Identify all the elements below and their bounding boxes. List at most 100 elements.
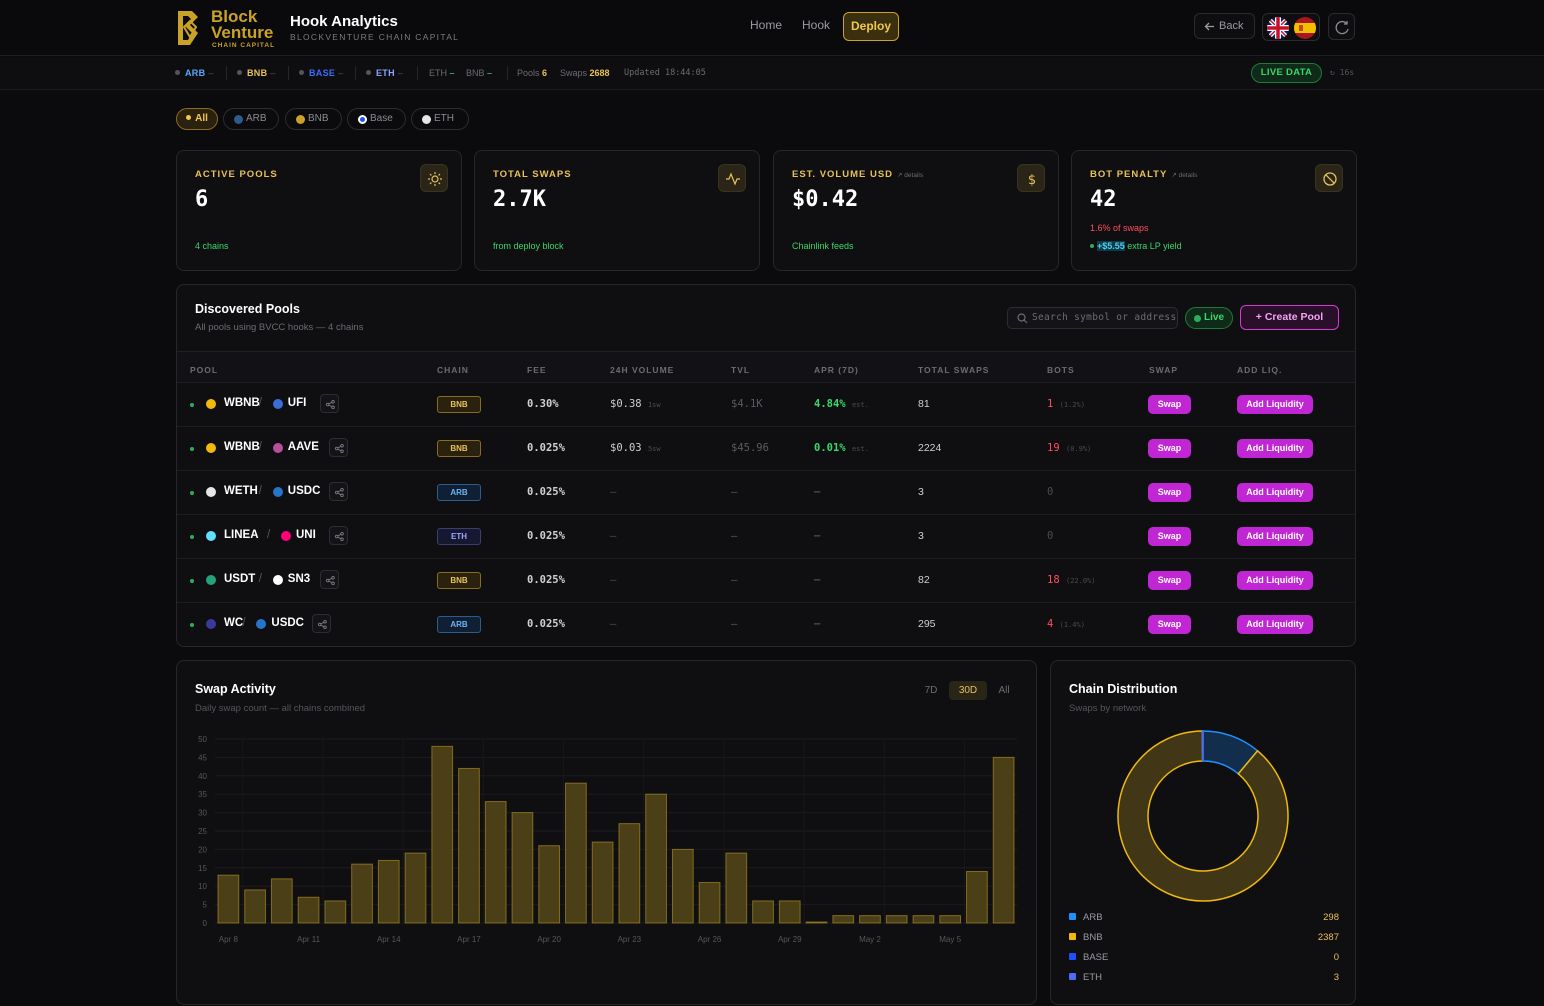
swap-activity-chart: 0 5 10 15 20 25 30 35 40 45 50 Apr 8 Apr 11 Apr 14 Apr… [198,735,1017,944]
filter-base[interactable]: Base [347,108,406,130]
details-link[interactable]: ↗ details [1171,172,1198,179]
share-button[interactable] [328,526,348,545]
legend-value: 298 [1323,912,1339,923]
uk-flag-icon[interactable] [1267,17,1289,39]
ticker-base[interactable]: BASE – [299,68,344,78]
total-swaps-value: 3 [918,486,924,498]
spain-flag-icon[interactable] [1294,17,1316,39]
total-swaps-value: 81 [918,398,930,410]
refresh-button[interactable] [1328,13,1355,40]
table-row[interactable]: WETH / USDC ARB 0.025% – – – 3 0 Swap Ad… [177,471,1355,515]
fee-value: 0.025% [527,574,565,586]
share-button[interactable] [312,614,332,633]
language-switcher[interactable] [1262,13,1320,41]
create-pool-button[interactable]: + Create Pool [1240,305,1339,330]
table-row[interactable]: USDT / SN3 BNB 0.025% – – – 82 18 (22.0%… [177,559,1355,603]
status-dot [190,579,194,583]
pools-subtitle: All pools using BVCC hooks — 4 chains [195,322,364,333]
swap-button[interactable]: Swap [1148,615,1191,634]
swap-button[interactable]: Swap [1148,483,1191,502]
pair-separator: / [258,573,262,585]
range-all[interactable]: All [998,685,1010,696]
nav-home[interactable]: Home [750,18,783,32]
th-fee[interactable]: FEE [527,365,547,375]
token0-symbol: LINEA [224,529,259,541]
table-row[interactable]: WBNB / AAVE BNB 0.025% $0.03 5sw $45.96 … [177,427,1355,471]
x-tick-label: Apr 23 [618,935,642,944]
swap-bar [431,745,454,924]
add-liquidity-button[interactable]: Add Liquidity [1237,527,1313,546]
search-input[interactable]: Search symbol or address [1007,307,1178,329]
filter-all[interactable]: All [176,108,218,130]
token0-symbol: WETH [224,485,258,497]
pair-separator: / [242,617,246,629]
swap-bar [859,915,881,924]
swap-button[interactable]: Swap [1148,439,1191,458]
card-label: BOT PENALTY ↗ details [1090,169,1198,180]
legend-item-eth: ETH [1069,972,1102,983]
filter-bnb[interactable]: BNB [285,108,342,130]
th-volume[interactable]: 24H VOLUME [610,365,675,375]
blockventure-logo[interactable]: Block Venture CHAIN CAPITAL [176,7,284,49]
table-row[interactable]: LINEA / UNI ETH 0.025% – – – 3 0 Swap Ad… [177,515,1355,559]
table-row[interactable]: WC / USDC ARB 0.025% – – – 295 4 (1.4%) … [177,603,1355,646]
table-row[interactable]: WBNB / UFI BNB 0.30% $0.38 1sw $4.1K 4.8… [177,383,1355,427]
filter-arb[interactable]: ARB [223,108,279,130]
ticker-bnb[interactable]: BNB – [237,68,276,78]
nav-hook[interactable]: Hook [802,18,831,32]
add-liquidity-button[interactable]: Add Liquidity [1237,439,1313,458]
share-button[interactable] [320,570,340,589]
add-liquidity-button[interactable]: Add Liquidity [1237,395,1313,414]
donut-slice-bnb[interactable] [1117,730,1289,902]
live-toggle[interactable]: Live [1185,307,1233,329]
legend-value: 2387 [1317,932,1339,943]
th-chain[interactable]: CHAIN [437,365,469,375]
th-total-swaps[interactable]: TOTAL SWAPS [918,365,990,375]
add-liquidity-button[interactable]: Add Liquidity [1237,615,1313,634]
swap-button[interactable]: Swap [1148,527,1191,546]
th-tvl[interactable]: TVL [731,365,751,375]
swap-bar [270,878,293,924]
base-icon [358,115,367,124]
ticker-eth[interactable]: ETH – [366,68,403,78]
share-button[interactable] [328,438,348,457]
token-icon [204,441,218,455]
share-button[interactable] [328,482,348,501]
th-bots[interactable]: BOTS [1047,365,1075,375]
legend-swatch [1069,973,1076,980]
token-icon [204,485,218,499]
legend-item-bnb: BNB [1069,932,1103,943]
y-tick-label: 15 [198,864,207,873]
donut-slice-eth[interactable] [1201,730,1204,762]
share-button[interactable] [320,394,340,413]
status-dot [190,623,194,627]
add-liquidity-button[interactable]: Add Liquidity [1237,571,1313,590]
swap-bar [752,900,774,924]
pools-title: Discovered Pools [195,302,300,316]
card-label: ACTIVE POOLS [195,169,278,180]
swap-bar [725,852,748,924]
swap-bar [458,767,480,924]
swap-button[interactable]: Swap [1148,571,1191,590]
details-link[interactable]: ↗ details [897,172,924,179]
bots-value: 4 (1.4%) [1047,618,1085,630]
add-liquidity-button[interactable]: Add Liquidity [1237,483,1313,502]
th-pool[interactable]: POOL [190,365,219,375]
back-button[interactable]: Back [1194,13,1255,39]
swap-button[interactable]: Swap [1148,395,1191,414]
tvl-value: $45.96 [731,442,769,454]
filter-eth[interactable]: ETH [411,108,469,130]
nav-deploy[interactable]: Deploy [843,12,899,41]
ticker-arb[interactable]: ARB – [175,68,214,78]
pair-separator: / [258,441,262,453]
legend-value: 0 [1333,952,1339,963]
refresh-countdown: ↻ 16s [1330,68,1355,77]
token0-symbol: WBNB [224,397,260,409]
range-7d[interactable]: 7D [924,685,938,696]
swap-bar [885,915,908,924]
th-apr[interactable]: APR (7D) [814,365,859,375]
range-30d[interactable]: 30D [949,681,987,700]
token0-symbol: WBNB [224,441,260,453]
volume-value: – [610,574,617,586]
volume-value: – [610,486,617,498]
